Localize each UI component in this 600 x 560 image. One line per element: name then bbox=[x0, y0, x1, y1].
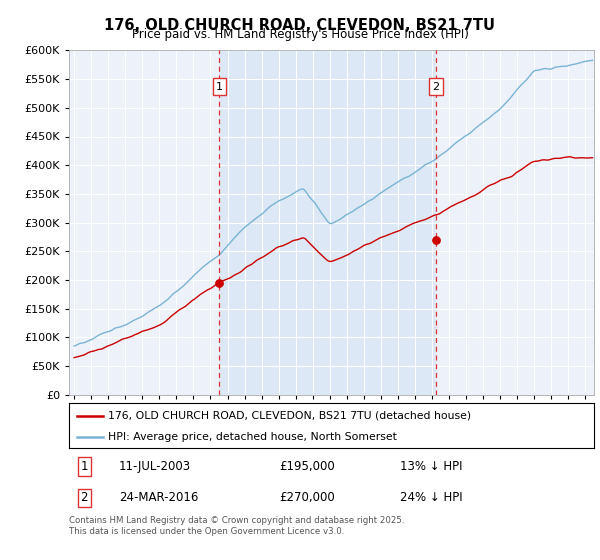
Point bbox=[431, 235, 441, 244]
Text: 11-JUL-2003: 11-JUL-2003 bbox=[119, 460, 191, 473]
Text: Price paid vs. HM Land Registry's House Price Index (HPI): Price paid vs. HM Land Registry's House … bbox=[131, 28, 469, 41]
Point bbox=[215, 278, 224, 287]
Text: Contains HM Land Registry data © Crown copyright and database right 2025.
This d: Contains HM Land Registry data © Crown c… bbox=[69, 516, 404, 536]
Text: 13% ↓ HPI: 13% ↓ HPI bbox=[400, 460, 462, 473]
Text: 24% ↓ HPI: 24% ↓ HPI bbox=[400, 491, 463, 505]
Text: 24-MAR-2016: 24-MAR-2016 bbox=[119, 491, 198, 505]
Text: 2: 2 bbox=[433, 82, 440, 92]
Text: 176, OLD CHURCH ROAD, CLEVEDON, BS21 7TU (detached house): 176, OLD CHURCH ROAD, CLEVEDON, BS21 7TU… bbox=[109, 410, 472, 421]
Text: HPI: Average price, detached house, North Somerset: HPI: Average price, detached house, Nort… bbox=[109, 432, 397, 442]
Bar bbox=[220, 50, 436, 395]
Text: £270,000: £270,000 bbox=[279, 491, 335, 505]
Text: 176, OLD CHURCH ROAD, CLEVEDON, BS21 7TU: 176, OLD CHURCH ROAD, CLEVEDON, BS21 7TU bbox=[104, 18, 496, 33]
Text: 1: 1 bbox=[80, 460, 88, 473]
Text: 1: 1 bbox=[216, 82, 223, 92]
Text: £195,000: £195,000 bbox=[279, 460, 335, 473]
Text: 2: 2 bbox=[80, 491, 88, 505]
